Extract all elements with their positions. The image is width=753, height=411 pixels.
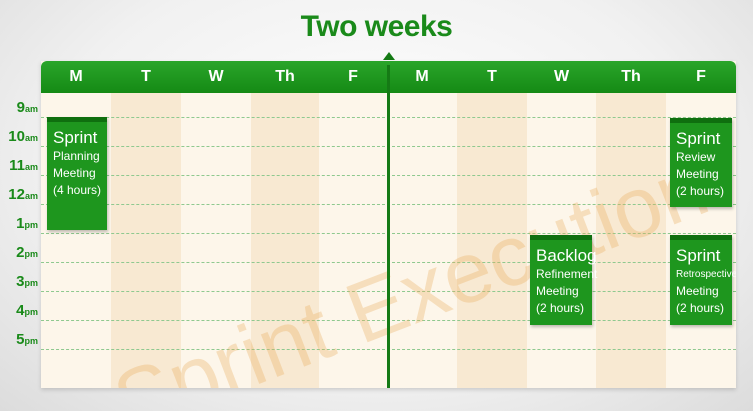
- event-line: Meeting: [676, 284, 719, 298]
- event-line: Review: [676, 150, 716, 164]
- event-title: Sprint: [676, 129, 721, 148]
- time-label: 3pm: [16, 273, 38, 290]
- day-label: W: [553, 68, 570, 85]
- time-label: 11am: [9, 157, 38, 174]
- arrow-up-icon: [383, 52, 395, 60]
- day-label: Th: [275, 68, 295, 85]
- time-label: 5pm: [16, 331, 38, 348]
- event-title: Sprint: [676, 246, 721, 265]
- event-line: Meeting: [53, 166, 96, 180]
- time-label: 9am: [16, 99, 38, 116]
- diagram-title: Two weeks: [300, 10, 453, 43]
- day-label: T: [141, 68, 151, 85]
- backlog-refinement-event: Backlog Refinement Meeting (2 hours): [530, 235, 598, 325]
- time-label: 10am: [8, 128, 38, 145]
- day-label: M: [415, 68, 429, 85]
- time-label: 1pm: [16, 215, 38, 232]
- day-label: W: [208, 68, 224, 85]
- column-shade: [111, 93, 181, 388]
- sprint-retrospective-event: Sprint Retrospective Meeting (2 hours): [670, 235, 736, 325]
- time-label: 12am: [8, 186, 38, 203]
- day-label: F: [348, 68, 358, 85]
- event-duration: (2 hours): [676, 184, 725, 198]
- column-shade: [457, 93, 527, 388]
- column-shade: [596, 93, 666, 388]
- day-label: M: [69, 68, 83, 85]
- time-label: 2pm: [16, 244, 38, 261]
- event-line: Meeting: [536, 284, 579, 298]
- event-title: Backlog: [536, 246, 597, 265]
- day-label: Th: [621, 68, 641, 85]
- day-label: T: [487, 68, 497, 85]
- event-title: Sprint: [53, 128, 98, 147]
- column-shade: [251, 93, 319, 388]
- event-line: Planning: [53, 149, 100, 163]
- event-line: Refinement: [536, 267, 598, 281]
- event-line: Meeting: [676, 167, 719, 181]
- sprint-review-event: Sprint Review Meeting (2 hours): [670, 118, 732, 207]
- time-label: 4pm: [16, 302, 38, 319]
- day-label: F: [696, 68, 706, 85]
- event-duration: (2 hours): [676, 301, 725, 315]
- week-divider: [387, 65, 390, 388]
- calendar-grid: Sprint Execution M T W Th F M T W Th F S…: [41, 61, 736, 388]
- event-duration: (4 hours): [53, 183, 102, 197]
- event-line: Retrospective: [676, 269, 736, 280]
- sprint-planning-event: Sprint Planning Meeting (4 hours): [47, 117, 107, 230]
- event-duration: (2 hours): [536, 301, 585, 315]
